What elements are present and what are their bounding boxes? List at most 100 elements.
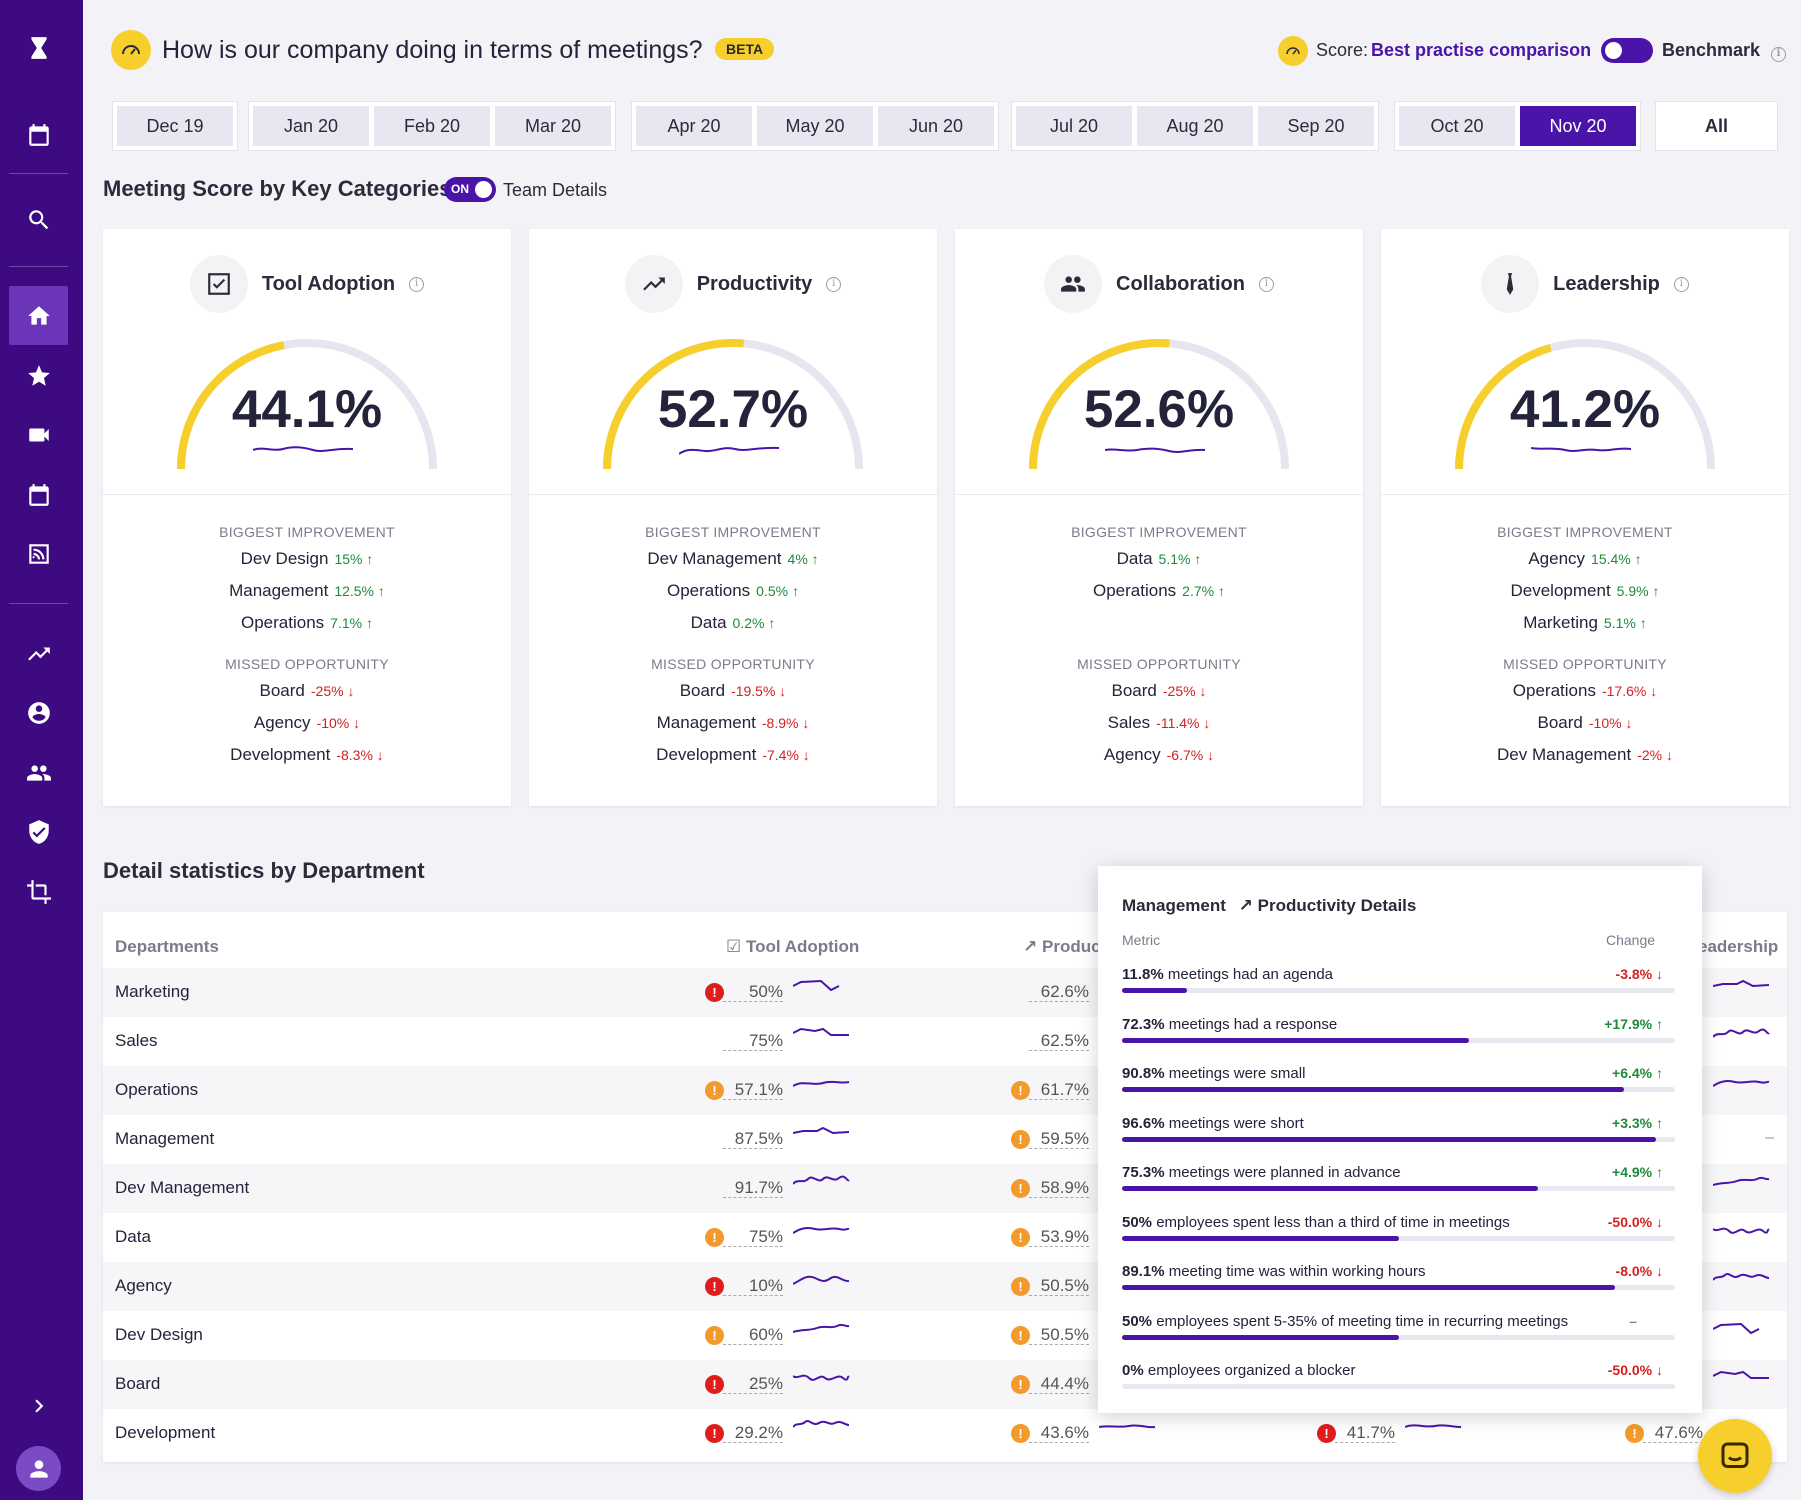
search-icon[interactable] (9, 190, 68, 249)
calendar-icon[interactable] (9, 105, 68, 164)
productivity-value[interactable]: 58.9% (1029, 1178, 1089, 1198)
trending-up-icon[interactable] (9, 624, 68, 683)
warning-icon: ! (1011, 1179, 1030, 1198)
home-icon[interactable] (9, 286, 68, 345)
missed-caption: MISSED OPPORTUNITY (1503, 656, 1667, 672)
tool-adoption-value[interactable]: 60% (723, 1325, 783, 1345)
productivity-value[interactable]: 53.9% (1029, 1227, 1089, 1247)
rss-icon[interactable] (9, 524, 68, 583)
productivity-value[interactable]: 59.5% (1029, 1129, 1089, 1149)
tool-adoption-value[interactable]: 91.7% (723, 1178, 783, 1198)
month-button[interactable]: Aug 20 (1137, 106, 1253, 146)
score-gauge (1455, 339, 1715, 470)
month-button[interactable]: Feb 20 (374, 106, 490, 146)
tool-adoption-value[interactable]: 50% (723, 982, 783, 1002)
table-row[interactable]: Management 87.5%! 59.5% – (103, 1115, 1787, 1164)
metric-bar-track (1122, 1136, 1675, 1142)
info-icon[interactable]: i (1771, 47, 1787, 62)
change-positive: 7.1% ↑ (330, 615, 373, 631)
dept-name: Agency (115, 1276, 172, 1295)
productivity-value[interactable]: 43.6% (1029, 1423, 1089, 1443)
improvement-row: Data 0.2% ↑ (529, 607, 937, 639)
tool-adoption-value[interactable]: 29.2% (723, 1423, 783, 1443)
leadership-value[interactable]: 47.6% (1643, 1423, 1703, 1443)
tool-adoption-value[interactable]: 75% (723, 1031, 783, 1051)
improvement-row: Data 5.1% ↑ (955, 543, 1363, 575)
improvement-row: Management 12.5% ↑ (103, 575, 511, 607)
team-details-toggle[interactable]: ON (444, 177, 496, 202)
table-row[interactable]: Data! 75%! 53.9% (103, 1213, 1787, 1262)
month-button[interactable]: Oct 20 (1399, 106, 1515, 146)
dept-label: Operations (241, 613, 325, 632)
month-button[interactable]: Apr 20 (636, 106, 752, 146)
info-icon[interactable]: i (1258, 276, 1274, 292)
score-value[interactable]: Best practise comparison (1371, 40, 1592, 60)
missed-row: Sales -11.4% ↓ (955, 707, 1363, 739)
tool-adoption-value[interactable]: 25% (723, 1374, 783, 1394)
calendar-icon[interactable] (9, 465, 68, 524)
trending-up-icon: ↗ (1023, 937, 1038, 956)
people-icon[interactable] (9, 743, 68, 802)
tool-adoption-sparkline (793, 1080, 850, 1087)
score-selector[interactable]: Best practise comparison i (1371, 40, 1618, 62)
productivity-value[interactable]: 44.4% (1029, 1374, 1089, 1394)
info-icon[interactable]: i (1673, 276, 1689, 292)
avatar[interactable] (16, 1446, 61, 1491)
improvement-row: Operations 0.5% ↑ (529, 575, 937, 607)
col-productivity[interactable]: ↗ Produc (1023, 937, 1101, 956)
month-button[interactable]: Mar 20 (495, 106, 611, 146)
productivity-value[interactable]: 62.5% (1029, 1031, 1089, 1051)
table-row[interactable]: Development! 29.2%! 43.6%! 41.7%! 47.6% (103, 1409, 1787, 1458)
month-button[interactable]: Jun 20 (878, 106, 994, 146)
table-row[interactable]: Dev Design! 60%! 50.5% (103, 1311, 1787, 1360)
star-icon[interactable] (9, 346, 68, 405)
benchmark-toggle[interactable] (1601, 38, 1653, 63)
improvement-row: Marketing 5.1% ↑ (1381, 607, 1789, 639)
info-icon[interactable]: i (409, 276, 425, 292)
month-button[interactable]: Nov 20 (1520, 106, 1636, 146)
col-departments[interactable]: Departments (115, 937, 219, 956)
missed-caption: MISSED OPPORTUNITY (651, 656, 815, 672)
col-tool-adoption[interactable]: ☑ Tool Adoption (726, 937, 860, 956)
month-button[interactable]: Jan 20 (253, 106, 369, 146)
missed-row: Board -10% ↓ (1381, 707, 1789, 739)
info-icon[interactable]: i (826, 276, 842, 292)
tool-adoption-sparkline (793, 1420, 850, 1428)
missed-row: Board -19.5% ↓ (529, 675, 937, 707)
tool-adoption-value[interactable]: 10% (723, 1276, 783, 1296)
metric-bar-track (1122, 1186, 1675, 1191)
metric-change: +4.9% ↑ (1612, 1164, 1663, 1180)
col-leadership[interactable]: eadership (1698, 937, 1779, 956)
productivity-value[interactable]: 61.7% (1029, 1080, 1089, 1100)
crop-icon[interactable] (9, 862, 68, 921)
table-row[interactable]: Sales 75% 62.5% (103, 1017, 1787, 1066)
change-negative: -8.9% ↓ (761, 715, 810, 731)
improvement-row: Operations 2.7% ↑ (955, 575, 1363, 607)
productivity-value[interactable]: 62.6% (1029, 982, 1089, 1002)
collaboration-value[interactable]: 41.7% (1335, 1423, 1395, 1443)
productivity-value[interactable]: 50.5% (1029, 1276, 1089, 1296)
month-button[interactable]: Dec 19 (117, 106, 233, 146)
missed-row: Management -8.9% ↓ (529, 707, 937, 739)
month-button[interactable]: May 20 (757, 106, 873, 146)
video-icon[interactable] (9, 405, 68, 464)
tool-adoption-value[interactable]: 57.1% (723, 1080, 783, 1100)
chat-button[interactable] (1698, 1419, 1772, 1493)
warning-icon: ! (1011, 1130, 1030, 1149)
metric-row: 50% employees spent less than a third of… (1122, 1214, 1675, 1263)
tool-adoption-value[interactable]: 75% (723, 1227, 783, 1247)
chevron-right-icon[interactable] (9, 1376, 68, 1435)
shield-icon[interactable] (9, 802, 68, 861)
month-button[interactable]: Jul 20 (1016, 106, 1132, 146)
score-gauge (1029, 338, 1289, 470)
metric-row: 75.3% meetings were planned in advance +4… (1122, 1164, 1675, 1213)
dept-label: Board (1537, 713, 1583, 732)
tool-adoption-value[interactable]: 87.5% (723, 1129, 783, 1149)
month-button[interactable]: Sep 20 (1258, 106, 1374, 146)
hourglass-logo-icon[interactable] (9, 18, 68, 77)
popup-metric-header: Metric (1122, 932, 1161, 948)
productivity-value[interactable]: 50.5% (1029, 1325, 1089, 1345)
card-header: Collaboration i (955, 255, 1363, 313)
account-icon[interactable] (9, 683, 68, 742)
month-all-button[interactable]: All (1655, 101, 1778, 151)
